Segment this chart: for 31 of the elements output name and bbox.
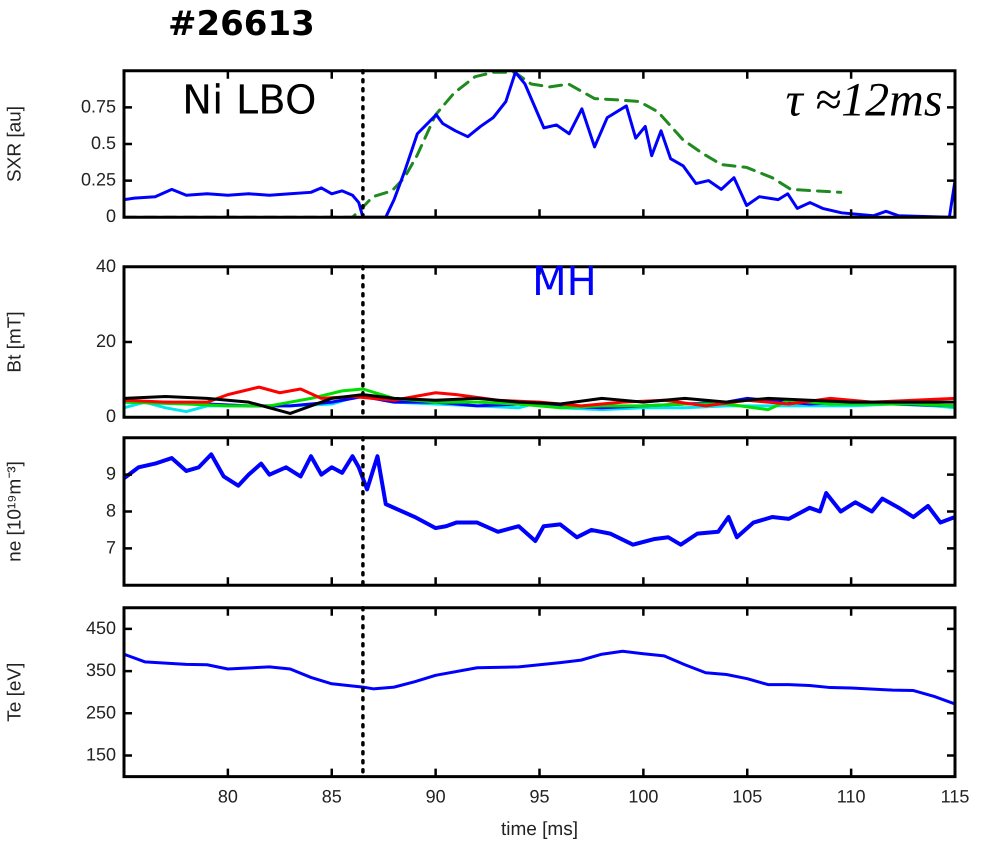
y-axis-title: Bt [mT] (4, 311, 26, 373)
x-tick-label: 100 (628, 786, 658, 806)
y-axis-title: SXR [au] (4, 106, 26, 182)
x-tick-label: 105 (732, 786, 762, 806)
y-tick-label: 150 (86, 744, 116, 764)
y-tick-label: 0.25 (80, 170, 116, 190)
y-tick-label: 250 (86, 702, 116, 722)
y-tick-label: 0 (106, 206, 116, 226)
y-tick-label: 0 (106, 406, 116, 426)
x-tick-label: 110 (836, 786, 866, 806)
y-tick-label: 0.5 (90, 132, 116, 153)
x-tick-label: 115 (940, 786, 970, 806)
y-tick-label: 20 (96, 330, 116, 351)
y-tick-label: 40 (96, 256, 116, 276)
y-axis-title: Te [eV] (4, 662, 26, 722)
x-tick-label: 95 (529, 786, 550, 806)
x-tick-label: 80 (218, 786, 238, 806)
chart-title: #26613 (168, 4, 315, 44)
y-tick-label: 450 (86, 618, 116, 638)
annotation: τ ≈12ms (786, 74, 943, 127)
y-tick-label: 9 (106, 464, 116, 484)
x-tick-label: 85 (322, 786, 342, 806)
x-tick-label: 90 (426, 786, 446, 806)
y-tick-label: 0.75 (80, 96, 116, 116)
x-axis-title: time [ms] (500, 818, 578, 840)
annotation: MH (532, 259, 597, 306)
y-axis-title: ne [10¹⁹m⁻³] (4, 461, 26, 562)
y-tick-label: 7 (106, 537, 116, 558)
annotation: Ni LBO (182, 77, 316, 124)
y-tick-label: 350 (86, 660, 116, 680)
y-tick-label: 8 (106, 500, 116, 520)
